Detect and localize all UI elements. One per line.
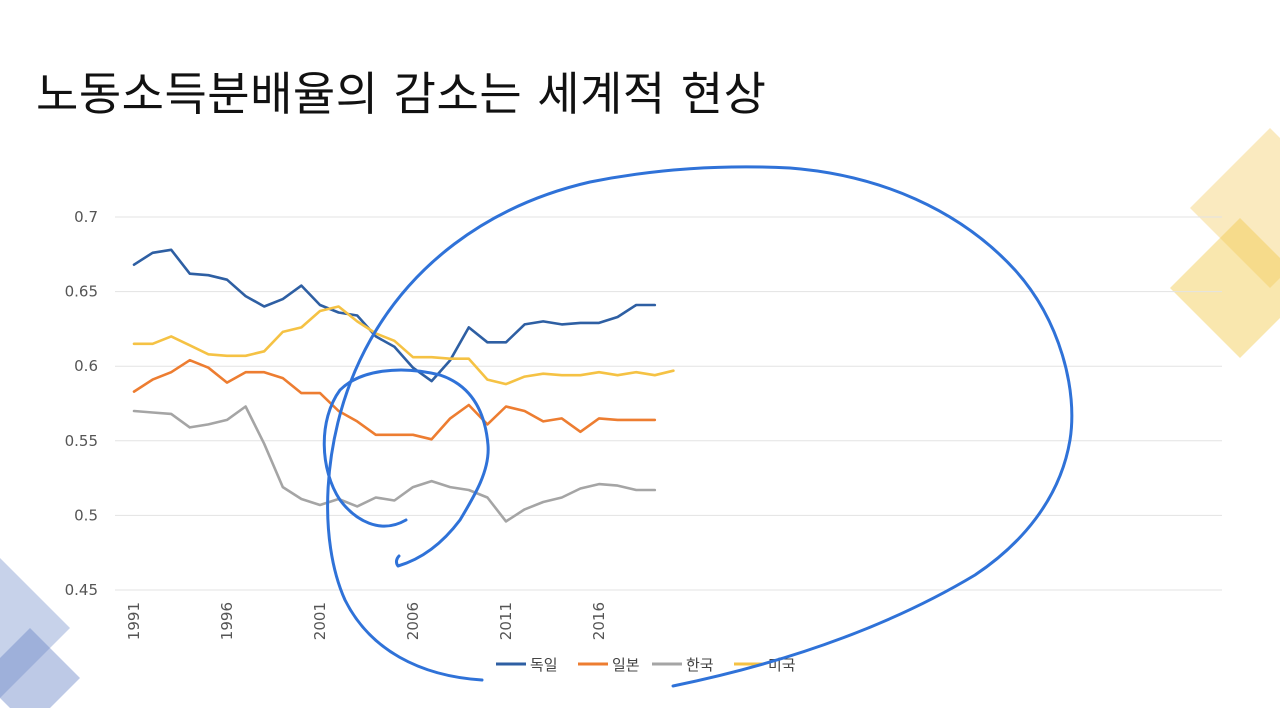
y-tick-label: 0.5 [74, 506, 98, 524]
series-line-미국 [132, 305, 675, 386]
legend-label: 독일 [530, 656, 558, 674]
chart-legend: 독일 일본 한국 미국 [496, 656, 796, 674]
slide-title: 노동소득분배율의 감소는 세계적 현상 [36, 67, 767, 121]
pen-stroke-small-loop [322, 368, 490, 568]
chart-grid [115, 216, 1222, 591]
x-tick-label: 2016 [590, 602, 608, 640]
legend-label: 한국 [686, 656, 714, 674]
legend-label: 일본 [612, 656, 640, 674]
y-axis-ticks: 0.45 0.5 0.55 0.6 0.65 0.7 [65, 208, 98, 599]
y-tick-label: 0.55 [65, 432, 98, 450]
chart-series [132, 248, 675, 523]
pen-annotations [322, 165, 1074, 688]
x-axis-ticks: 1991 1996 2001 2006 2011 2016 [125, 602, 608, 640]
series-line-일본 [132, 358, 657, 441]
x-tick-label: 2006 [404, 602, 422, 640]
x-tick-label: 1996 [218, 602, 236, 640]
y-tick-label: 0.6 [74, 357, 98, 375]
decor-diamonds-top-right [1170, 128, 1280, 358]
y-tick-label: 0.65 [65, 283, 98, 301]
y-tick-label: 0.45 [65, 581, 98, 599]
series-line-독일 [132, 248, 657, 383]
pen-stroke-large-loop [326, 165, 1074, 688]
x-tick-label: 2011 [497, 602, 515, 640]
decor-diamonds-bottom-left [0, 558, 80, 708]
x-tick-label: 2001 [311, 602, 329, 640]
y-tick-label: 0.7 [74, 208, 98, 226]
series-line-한국 [132, 405, 657, 523]
x-tick-label: 1991 [125, 602, 143, 640]
